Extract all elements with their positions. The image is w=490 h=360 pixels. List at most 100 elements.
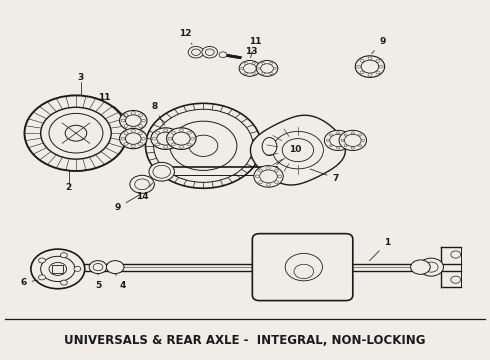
Circle shape	[411, 260, 430, 274]
FancyBboxPatch shape	[252, 234, 353, 301]
Circle shape	[326, 139, 329, 141]
Circle shape	[344, 134, 347, 136]
Circle shape	[254, 166, 283, 187]
Circle shape	[139, 143, 143, 145]
Circle shape	[139, 132, 143, 135]
Circle shape	[361, 60, 379, 73]
Circle shape	[339, 130, 367, 150]
Circle shape	[202, 46, 218, 58]
Circle shape	[261, 64, 273, 73]
Circle shape	[156, 131, 160, 134]
Circle shape	[60, 280, 67, 285]
Circle shape	[142, 119, 146, 122]
Circle shape	[120, 111, 147, 131]
Circle shape	[39, 258, 46, 263]
Circle shape	[172, 131, 175, 134]
Circle shape	[260, 170, 277, 183]
Circle shape	[41, 256, 75, 282]
Circle shape	[60, 253, 67, 258]
Text: 10: 10	[276, 145, 302, 165]
Circle shape	[355, 56, 385, 77]
Circle shape	[344, 145, 347, 147]
Text: UNIVERSALS & REAR AXLE -  INTEGRAL, NON-LOCKING: UNIVERSALS & REAR AXLE - INTEGRAL, NON-L…	[64, 334, 426, 347]
Circle shape	[351, 147, 354, 149]
Circle shape	[131, 145, 135, 148]
Circle shape	[149, 162, 174, 181]
Circle shape	[170, 121, 237, 170]
Circle shape	[341, 139, 344, 141]
Circle shape	[274, 169, 278, 172]
Circle shape	[168, 137, 172, 140]
Circle shape	[368, 73, 372, 76]
Circle shape	[262, 62, 265, 64]
Circle shape	[139, 114, 143, 117]
Circle shape	[124, 132, 128, 135]
Circle shape	[362, 139, 365, 141]
Circle shape	[337, 132, 340, 134]
Circle shape	[124, 114, 128, 117]
Text: 11: 11	[248, 37, 261, 58]
Circle shape	[93, 264, 103, 271]
Circle shape	[324, 130, 352, 150]
Circle shape	[188, 46, 204, 58]
Circle shape	[146, 103, 261, 188]
Text: 5: 5	[95, 274, 101, 289]
Circle shape	[259, 169, 263, 172]
Text: 12: 12	[179, 29, 192, 44]
Circle shape	[121, 137, 125, 140]
Circle shape	[172, 132, 190, 145]
Circle shape	[344, 134, 361, 147]
Circle shape	[24, 95, 127, 171]
Circle shape	[344, 134, 347, 136]
Circle shape	[205, 49, 214, 55]
Text: 14: 14	[136, 183, 152, 201]
Circle shape	[179, 145, 183, 148]
Circle shape	[252, 62, 255, 64]
Circle shape	[130, 175, 154, 193]
Circle shape	[357, 65, 361, 68]
Circle shape	[376, 71, 380, 74]
Circle shape	[164, 129, 168, 132]
Circle shape	[347, 139, 350, 141]
Circle shape	[106, 261, 124, 274]
Circle shape	[451, 276, 461, 283]
Circle shape	[359, 145, 362, 147]
Circle shape	[451, 251, 461, 258]
FancyBboxPatch shape	[52, 265, 63, 273]
Circle shape	[259, 181, 263, 184]
Circle shape	[189, 135, 218, 156]
Circle shape	[172, 143, 175, 146]
Circle shape	[262, 72, 265, 75]
Circle shape	[278, 175, 282, 178]
Circle shape	[270, 72, 272, 75]
Circle shape	[329, 145, 332, 147]
Circle shape	[49, 262, 67, 275]
Text: 1: 1	[369, 238, 390, 261]
Circle shape	[274, 181, 278, 184]
Circle shape	[294, 264, 314, 279]
Circle shape	[124, 143, 128, 145]
Circle shape	[131, 130, 135, 132]
Circle shape	[175, 137, 179, 140]
Circle shape	[360, 59, 364, 62]
Circle shape	[172, 143, 175, 146]
Circle shape	[351, 132, 354, 134]
Circle shape	[330, 134, 346, 147]
Circle shape	[172, 131, 175, 134]
Circle shape	[267, 167, 270, 170]
Circle shape	[125, 115, 141, 126]
Circle shape	[192, 49, 200, 55]
Circle shape	[219, 52, 227, 58]
Circle shape	[285, 253, 322, 281]
Text: 13: 13	[240, 46, 257, 58]
Text: 11: 11	[98, 93, 126, 118]
Circle shape	[187, 143, 191, 146]
Circle shape	[151, 128, 180, 149]
Text: 2: 2	[66, 184, 72, 192]
Circle shape	[360, 71, 364, 74]
Circle shape	[272, 131, 323, 169]
Text: 9: 9	[372, 37, 386, 54]
Circle shape	[245, 62, 247, 64]
Circle shape	[120, 129, 147, 149]
Circle shape	[359, 134, 362, 136]
